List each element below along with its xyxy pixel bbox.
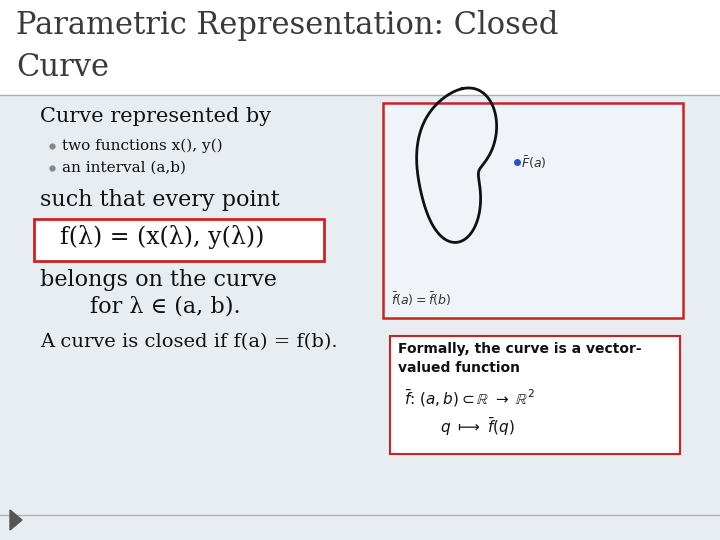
- Bar: [0, 95, 720, 540]
- Bar: [390, 336, 680, 454]
- Text: Formally, the curve is a vector-
valued function: Formally, the curve is a vector- valued …: [398, 342, 642, 375]
- Text: an interval (a,b): an interval (a,b): [62, 161, 186, 175]
- Bar: [0, 0, 720, 95]
- Text: $\bar{f}$: $(a,b)\subset\mathbb{R}\ \rightarrow\ \mathbb{R}^2$: $\bar{f}$: $(a,b)\subset\mathbb{R}\ \rig…: [404, 388, 535, 409]
- Text: Curve represented by: Curve represented by: [40, 107, 271, 126]
- Polygon shape: [10, 510, 22, 530]
- Text: two functions x(), y(): two functions x(), y(): [62, 139, 222, 153]
- Text: $q\ \longmapsto\ \bar{f}(q)$: $q\ \longmapsto\ \bar{f}(q)$: [440, 416, 515, 438]
- Text: $\bar{F}(a)$: $\bar{F}(a)$: [521, 154, 546, 171]
- Text: $\bar{f}(a)=\bar{f}(b)$: $\bar{f}(a)=\bar{f}(b)$: [391, 290, 451, 307]
- Text: belongs on the curve: belongs on the curve: [40, 269, 277, 291]
- Bar: [383, 103, 683, 318]
- Text: Curve: Curve: [16, 52, 109, 83]
- Text: for λ ∈ (a, b).: for λ ∈ (a, b).: [90, 295, 240, 317]
- Text: such that every point: such that every point: [40, 189, 280, 211]
- Text: A curve is closed if f(a) = f(b).: A curve is closed if f(a) = f(b).: [40, 333, 338, 351]
- Text: f(λ) = (x(λ), y(λ)): f(λ) = (x(λ), y(λ)): [60, 225, 264, 249]
- Text: Parametric Representation: Closed: Parametric Representation: Closed: [16, 10, 559, 41]
- Bar: [34, 219, 324, 261]
